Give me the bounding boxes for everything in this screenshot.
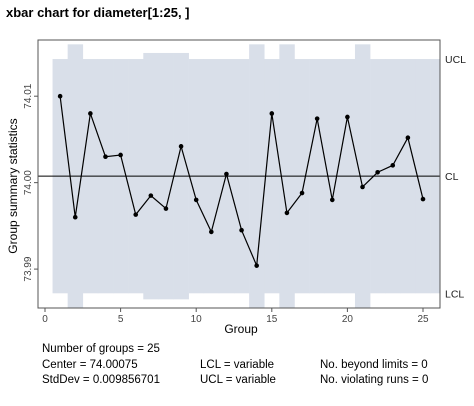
data-point bbox=[72, 214, 78, 220]
x-tick-label: 10 bbox=[191, 314, 203, 325]
y-tick-label: 74.01 bbox=[23, 83, 34, 108]
data-point bbox=[269, 111, 275, 116]
x-tick-label: 15 bbox=[266, 314, 278, 325]
data-point bbox=[360, 184, 365, 190]
stat-lcl: LCL = variable bbox=[200, 359, 275, 371]
data-point bbox=[314, 116, 320, 121]
ucl-label: UCL bbox=[445, 54, 466, 66]
plot-frame bbox=[37, 39, 441, 309]
y-tick-label: 73.99 bbox=[23, 256, 34, 281]
x-tick-label: 25 bbox=[417, 314, 429, 325]
data-point bbox=[193, 197, 199, 203]
stat-number-of-groups: Number of groups = 25 bbox=[42, 343, 160, 355]
data-point bbox=[284, 210, 290, 216]
lcl-label: LCL bbox=[445, 288, 464, 300]
stat-stddev: StdDev = 0.009856701 bbox=[42, 374, 160, 386]
stat-center: Center = 74.00075 bbox=[42, 359, 138, 371]
x-tick-label: 0 bbox=[42, 314, 48, 325]
data-point bbox=[299, 190, 305, 196]
y-axis-ticks: 73.99 74.00 74.01 bbox=[23, 83, 38, 282]
data-point bbox=[224, 171, 229, 177]
data-point bbox=[178, 144, 184, 149]
summary-stats: Number of groups = 25 Center = 74.00075 … bbox=[0, 343, 474, 403]
data-point bbox=[88, 111, 93, 116]
data-point bbox=[375, 169, 380, 175]
xbar-chart: xbar chart for diameter[1:25, ] 0 5 10 15 20… bbox=[6, 5, 466, 336]
data-point bbox=[163, 206, 169, 211]
stat-ucl: UCL = variable bbox=[200, 374, 276, 386]
data-point bbox=[239, 227, 244, 233]
chart-title: xbar chart for diameter[1:25, ] bbox=[6, 5, 190, 20]
data-point bbox=[345, 114, 350, 120]
y-axis-label: Group summary statistics bbox=[6, 118, 20, 253]
data-point bbox=[390, 163, 396, 168]
data-point bbox=[103, 154, 108, 160]
stat-violating-runs: No. violating runs = 0 bbox=[320, 374, 429, 386]
stat-beyond-limits: No. beyond limits = 0 bbox=[320, 359, 428, 371]
data-points bbox=[57, 93, 426, 268]
data-point bbox=[148, 193, 154, 198]
data-point bbox=[254, 263, 259, 268]
x-tick-label: 5 bbox=[118, 314, 124, 325]
data-point bbox=[420, 196, 426, 202]
data-point bbox=[118, 152, 123, 158]
data-point bbox=[405, 135, 411, 140]
data-point bbox=[329, 197, 335, 203]
data-point bbox=[133, 212, 139, 217]
data-point bbox=[57, 93, 63, 99]
x-axis-label: Group bbox=[224, 322, 258, 336]
x-tick-label: 20 bbox=[342, 314, 354, 325]
cl-label: CL bbox=[445, 171, 459, 183]
y-tick-label: 74.00 bbox=[23, 170, 34, 195]
data-point bbox=[209, 229, 214, 235]
x-axis-ticks: 0 5 10 15 20 25 bbox=[42, 308, 429, 325]
